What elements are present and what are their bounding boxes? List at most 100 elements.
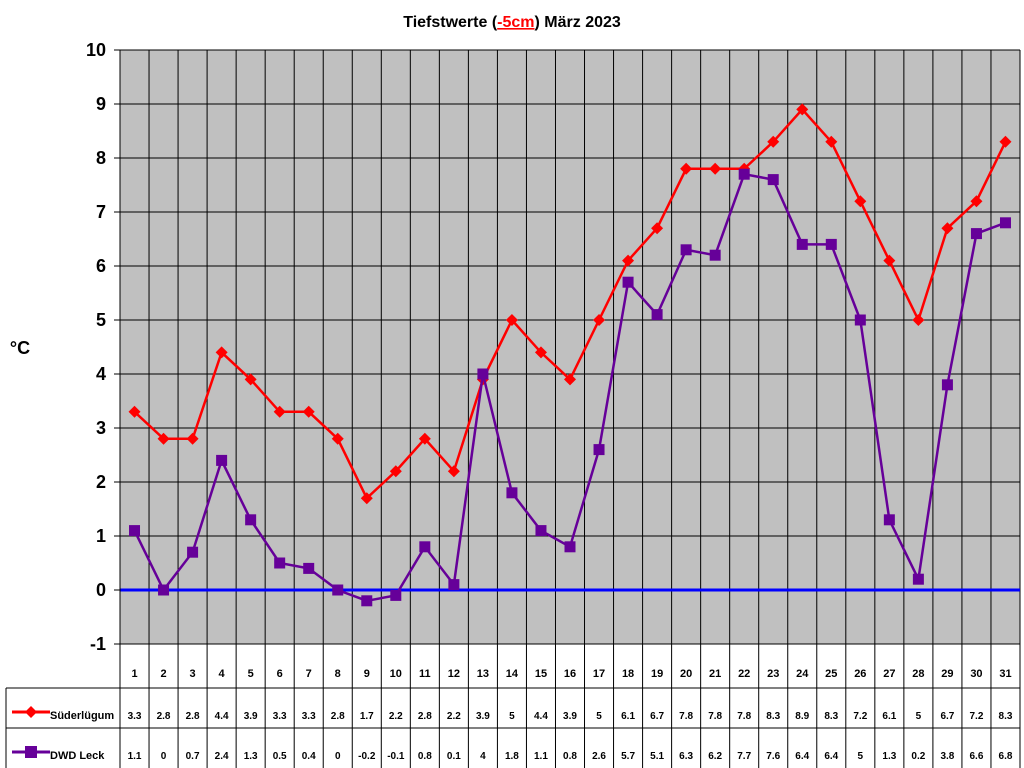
data-point-diamond (825, 135, 838, 148)
data-point-diamond (941, 222, 954, 235)
data-point-diamond (215, 346, 228, 359)
data-point-diamond (564, 373, 576, 386)
y-tick-label: 0 (96, 580, 106, 600)
plot-background (120, 50, 1020, 644)
data-label: 5 (596, 711, 602, 722)
data-point-diamond (505, 314, 518, 326)
y-tick-label: 8 (96, 148, 106, 168)
data-label: 6.7 (650, 711, 664, 722)
data-point-diamond (273, 405, 286, 418)
data-label: -0.1 (387, 751, 405, 762)
data-label: 4.4 (534, 711, 548, 722)
x-tick-label: 30 (970, 668, 982, 680)
x-tick-label: 11 (419, 668, 431, 680)
data-point-diamond (622, 254, 635, 267)
x-tick-label: 23 (767, 668, 779, 680)
x-tick-label: 21 (709, 668, 721, 680)
x-tick-label: 10 (390, 668, 402, 680)
x-tick-label: 25 (825, 668, 837, 680)
data-label: 3.3 (128, 711, 142, 722)
data-point-diamond (389, 465, 402, 478)
x-tick-label: 26 (854, 668, 866, 680)
x-tick-label: 29 (941, 668, 953, 680)
y-tick-label: 5 (96, 310, 106, 330)
data-label: 7.2 (853, 711, 867, 722)
data-label: 0.2 (911, 751, 925, 762)
data-label: 3.9 (563, 711, 577, 722)
data-point-square (622, 276, 634, 288)
data-label: 6.3 (679, 751, 693, 762)
data-label: 5 (509, 711, 515, 722)
data-label: 5 (858, 751, 864, 762)
data-label: 6.6 (969, 751, 983, 762)
data-point-diamond (418, 432, 431, 445)
data-point-square (187, 546, 199, 558)
data-label: 4.4 (215, 711, 229, 722)
x-tick-label: 12 (448, 668, 460, 680)
data-point-square (274, 557, 286, 569)
x-tick-label: 31 (999, 668, 1011, 680)
data-point-diamond (186, 432, 199, 445)
data-label: 8.3 (999, 711, 1013, 722)
data-point-diamond (767, 135, 780, 148)
data-label: 2.6 (592, 751, 606, 762)
x-tick-label: 14 (506, 668, 519, 680)
data-label: 2.4 (215, 751, 229, 762)
legend-marker-diamond (25, 706, 37, 718)
legend-marker-square (25, 746, 37, 758)
data-point-diamond (447, 465, 460, 478)
data-label: 0.8 (563, 751, 577, 762)
data-label: 0.7 (186, 751, 200, 762)
x-tick-label: 4 (219, 668, 226, 680)
data-point-diamond (680, 162, 693, 175)
data-label: 0.5 (273, 751, 287, 762)
x-tick-label: 15 (535, 668, 547, 680)
data-point-square (506, 487, 518, 499)
data-point-diamond (302, 405, 315, 418)
data-label: 8.3 (766, 711, 780, 722)
data-label: 6.2 (708, 751, 722, 762)
data-point-diamond (912, 314, 925, 326)
data-label: 5.7 (621, 751, 635, 762)
data-label: 6.1 (621, 711, 635, 722)
data-point-diamond (883, 254, 896, 267)
data-label: 5 (916, 711, 922, 722)
data-point-diamond (157, 432, 170, 445)
y-tick-label: 2 (96, 472, 106, 492)
data-label: 0 (335, 751, 341, 762)
data-point-diamond (999, 135, 1012, 148)
x-tick-label: 6 (277, 668, 283, 680)
data-label: 6.8 (999, 751, 1013, 762)
data-label: 5.1 (650, 751, 664, 762)
data-label: 8.3 (824, 711, 838, 722)
data-point-diamond (593, 314, 606, 326)
data-point-square (535, 525, 547, 537)
x-tick-label: 24 (796, 668, 809, 680)
data-point-square (216, 454, 228, 466)
x-tick-label: 28 (912, 668, 924, 680)
data-label: 6.1 (882, 711, 896, 722)
data-label: 0 (161, 751, 167, 762)
data-label: 7.7 (737, 751, 751, 762)
data-point-diamond (331, 432, 344, 445)
data-point-square (767, 174, 779, 186)
data-point-square (825, 238, 837, 250)
data-label: -0.2 (358, 751, 376, 762)
x-tick-label: 18 (622, 668, 634, 680)
data-point-square (854, 314, 866, 326)
data-label: 3.9 (244, 711, 258, 722)
y-tick-label: 9 (96, 94, 106, 114)
data-point-square (129, 525, 141, 537)
x-tick-label: 5 (248, 668, 254, 680)
data-point-square (448, 579, 460, 591)
data-label: 1.3 (244, 751, 258, 762)
data-point-square (158, 584, 170, 596)
y-axis-label: °C (10, 338, 30, 358)
data-label: 2.2 (389, 711, 403, 722)
data-label: 2.8 (157, 711, 171, 722)
data-point-square (970, 228, 982, 240)
data-label: 7.2 (969, 711, 983, 722)
data-label: 0.1 (447, 751, 461, 762)
data-point-diamond (534, 346, 547, 359)
